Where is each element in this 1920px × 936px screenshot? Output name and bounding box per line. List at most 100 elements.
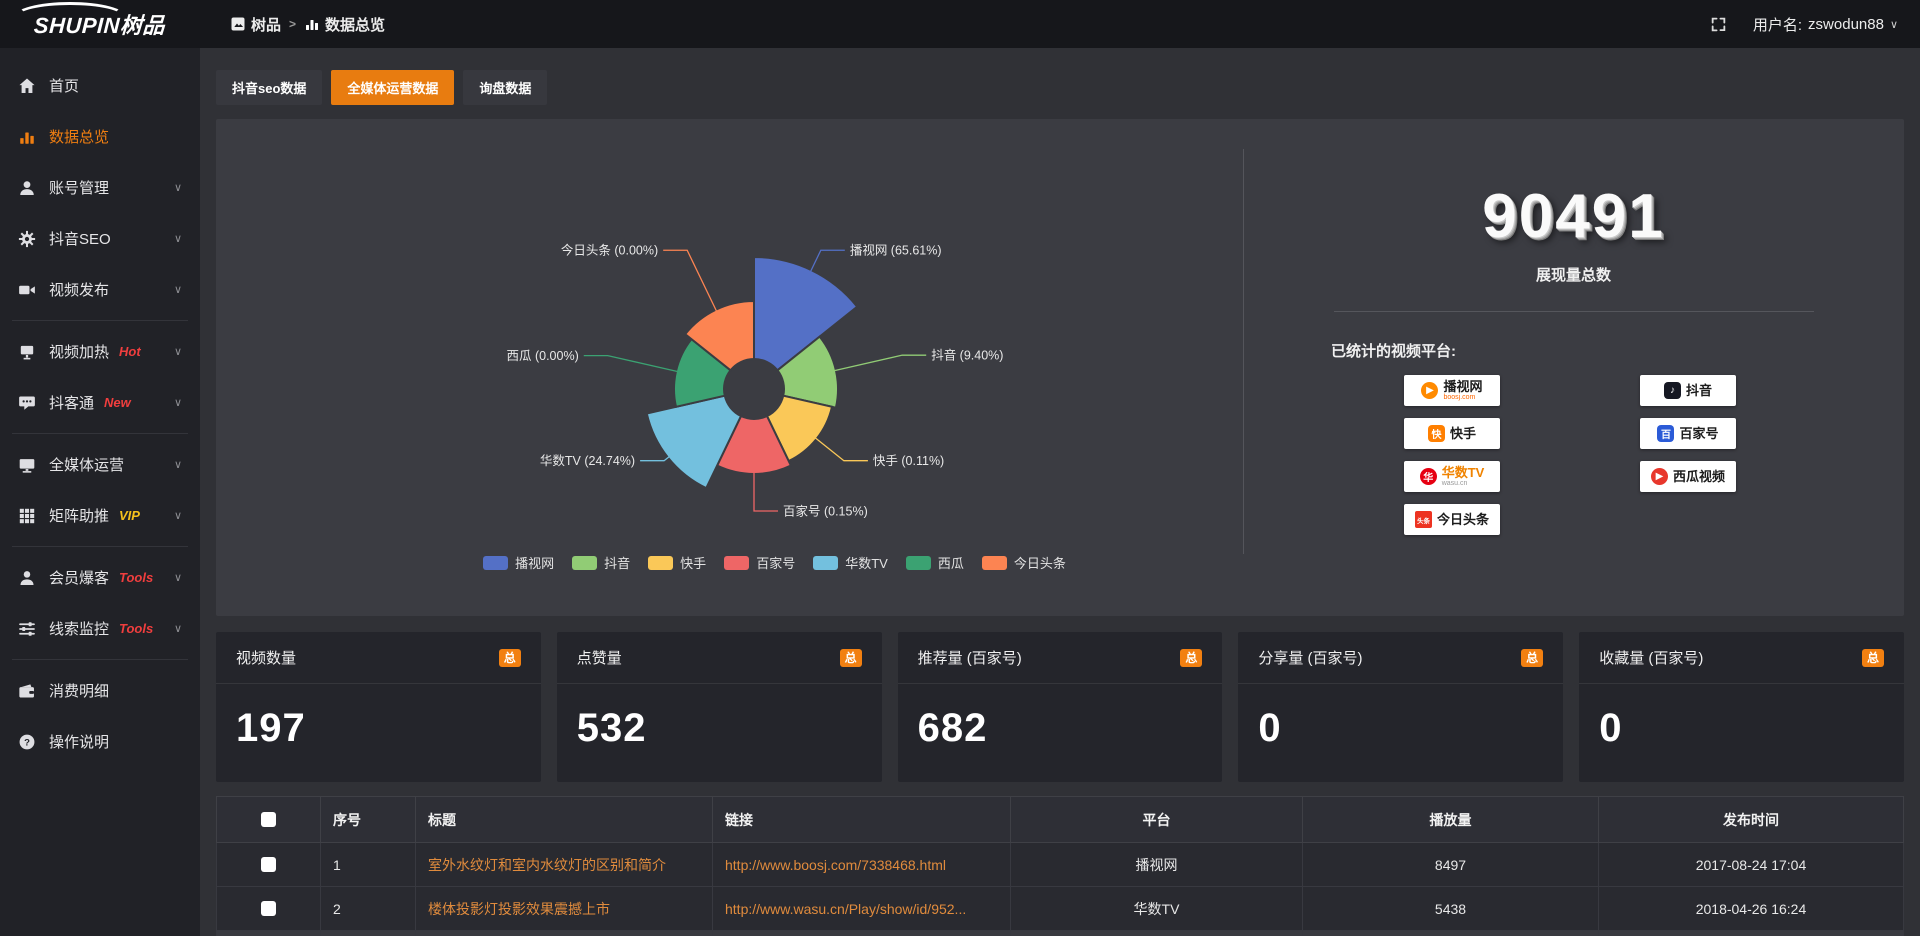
tab-omni-media-data[interactable]: 全媒体运营数据 [331, 70, 455, 105]
breadcrumb-current[interactable]: 数据总览 [304, 14, 385, 35]
sidebar-item-matrix-boost[interactable]: 矩阵助推 VIP ∨ [0, 490, 200, 541]
sidebar-divider [12, 546, 188, 547]
sidebar-item-label: 视频发布 [49, 282, 110, 299]
link-cell[interactable]: http://www.boosj.com/7338468.html [712, 842, 1011, 887]
sidebar-item-label: 数据总览 [49, 129, 110, 146]
bar-chart-icon [18, 128, 36, 146]
row-checkbox[interactable] [261, 857, 276, 872]
platform-name: 今日头条 [1436, 512, 1489, 527]
pie-label-leader [809, 249, 845, 273]
pie-label: 华数TV (24.74%) [540, 453, 635, 468]
link-cell[interactable]: http://www.wasu.cn/Play/show/id/952... [712, 886, 1011, 931]
sidebar-item-home[interactable]: 首页 [0, 60, 200, 111]
sidebar-item-label: 账号管理 [49, 180, 110, 197]
pie-slice-快手[interactable] [765, 394, 834, 463]
legend-item-西瓜[interactable]: 西瓜 [905, 553, 964, 572]
title-cell[interactable]: 楼体投影灯投影效果震撼上市 [415, 886, 713, 931]
user-menu[interactable]: 用户名: zswodun88 ∨ [1753, 14, 1898, 35]
pie-label-leader [814, 437, 868, 462]
checkbox-cell [216, 842, 321, 887]
empty-cell [320, 930, 416, 936]
table-row: 1 室外水纹灯和室内水纹灯的区别和简介 http://www.boosj.com/7… [216, 842, 1904, 887]
legend-swatch [648, 555, 674, 570]
table-header-5: 发布时间 [1598, 796, 1904, 843]
empty-cell [712, 930, 1011, 936]
checkbox-column-header [216, 796, 321, 843]
legend-item-播视网[interactable]: 播视网 [483, 553, 554, 572]
sidebar-item-clue-monitor[interactable]: 线索监控 Tools ∨ [0, 603, 200, 654]
stat-card-4: 收藏量 (百家号) 总 0 [1579, 632, 1904, 782]
legend-label: 华数TV [845, 556, 888, 571]
legend-item-快手[interactable]: 快手 [648, 553, 706, 572]
breadcrumb: 树品 > 数据总览 [230, 14, 385, 35]
stat-card-value: 0 [1258, 706, 1282, 750]
fullscreen-icon[interactable] [1710, 16, 1727, 33]
pie-slice-华数TV[interactable] [645, 394, 743, 490]
platform-subtext: wasu.cn [1441, 480, 1468, 487]
chart-legend: 播视网 抖音 快手 百家号 华数TV 西瓜 今日头条 [306, 553, 1243, 572]
pie-slice-西瓜[interactable] [673, 337, 732, 408]
logo-arc-decoration [14, 2, 126, 32]
sidebar-divider [12, 659, 188, 660]
sidebar-item-expense-detail[interactable]: 消费明细 [0, 665, 200, 716]
breadcrumb-root[interactable]: 树品 [230, 14, 281, 35]
legend-item-今日头条[interactable]: 今日头条 [981, 553, 1066, 572]
stat-card-value: 0 [1599, 706, 1623, 750]
legend-item-百家号[interactable]: 百家号 [724, 553, 795, 572]
home-icon [18, 77, 36, 95]
chevron-down-icon: ∨ [173, 459, 182, 471]
legend-item-抖音[interactable]: 抖音 [572, 553, 630, 572]
pie-label-leader [833, 354, 927, 372]
chevron-down-icon: ∨ [173, 572, 182, 584]
panel-divider [1243, 149, 1244, 554]
pie-slice-百家号[interactable] [715, 414, 793, 475]
sidebar-item-data-overview[interactable]: 数据总览 [0, 111, 200, 162]
tab-inquiry-data[interactable]: 询盘数据 [463, 70, 548, 105]
sidebar-item-douketong[interactable]: 抖客通 New ∨ [0, 377, 200, 428]
logo-text: SHUPIN树品 [33, 13, 167, 38]
member-icon [18, 569, 36, 587]
pie-slice-播视网[interactable] [753, 255, 859, 372]
platform-badges: ▶ 播视网 boosj.com ♪ 抖音快快手 百百家号华华数TV wasu.cn ▶ 西瓜视频… [1404, 375, 1904, 535]
legend-swatch [981, 555, 1007, 570]
sidebar-item-omni-media[interactable]: 全媒体运营 ∨ [0, 439, 200, 490]
title-cell[interactable]: 室外水纹灯和室内水纹灯的区别和简介 [415, 842, 713, 887]
stat-card-total-tag: 总 [498, 648, 521, 667]
chevron-down-icon: ∨ [173, 182, 182, 194]
sidebar-item-video-heat[interactable]: 视频加热 Hot ∨ [0, 326, 200, 377]
chevron-down-icon: ∨ [173, 346, 182, 358]
data-tabs: 抖音seo数据 全媒体运营数据 询盘数据 [216, 70, 1904, 105]
sidebar-item-help-guide[interactable]: ? 操作说明 [0, 716, 200, 767]
overview-panel: 播视网 (65.61%) 抖音 (9.40%) 快手 (0.11%) 百家号 (0.1… [216, 119, 1904, 616]
app-square-icon [230, 16, 246, 32]
sidebar-item-label: 矩阵助推 [49, 508, 110, 525]
seq-cell: 1 [320, 842, 416, 887]
sidebar-item-member-baoke[interactable]: 会员爆客 Tools ∨ [0, 552, 200, 603]
legend-item-华数TV[interactable]: 华数TV [813, 553, 888, 572]
videos-table: 序号 标题 链接 平台 播放量 发布时间 1 室外水纹灯和室内水纹灯的区别和简介 http:/… [216, 796, 1904, 936]
select-all-checkbox[interactable] [261, 812, 276, 827]
pie-slice-抖音[interactable] [776, 335, 839, 409]
sidebar-item-badge: Tools [119, 621, 154, 636]
stat-card-total-tag: 总 [1180, 648, 1203, 667]
legend-label: 西瓜 [937, 556, 964, 571]
sidebar-item-label: 线索监控 [49, 621, 110, 638]
sidebar: 首页 数据总览 账号管理 ∨ 抖音SEO ∨ 视频发布 ∨ 视频加热 Hot ∨ 抖客通 New ∨ 全媒体… [0, 48, 200, 936]
platforms-title: 已统计的视频平台: [1331, 343, 1456, 360]
sidebar-item-account-manage[interactable]: 账号管理 ∨ [0, 162, 200, 213]
time-cell: 2017-08-24 17:04 [1598, 842, 1904, 887]
sidebar-item-douyin-seo[interactable]: 抖音SEO ∨ [0, 213, 200, 264]
tab-douyin-seo-data[interactable]: 抖音seo数据 [216, 70, 323, 105]
legend-swatch [483, 555, 509, 570]
empty-cell [1598, 930, 1904, 936]
gear-icon [18, 230, 36, 248]
stat-card-2: 推荐量 (百家号) 总 682 [897, 632, 1223, 782]
pie-label-leader [753, 472, 778, 512]
chevron-down-icon: ∨ [173, 233, 182, 245]
impressions-total-value: 90491 [1482, 182, 1665, 251]
display-icon [18, 343, 36, 361]
stat-card-header: 推荐量 (百家号) 总 [897, 632, 1223, 684]
pie-slice-今日头条[interactable] [683, 299, 755, 372]
sidebar-item-video-publish[interactable]: 视频发布 ∨ [0, 264, 200, 315]
row-checkbox[interactable] [261, 901, 276, 916]
